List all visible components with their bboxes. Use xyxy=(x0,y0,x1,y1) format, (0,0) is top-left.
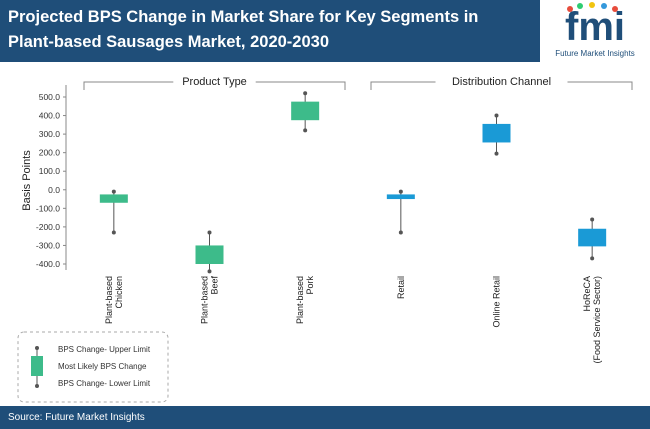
legend-upper-dot xyxy=(35,346,39,350)
x-tick-label-line: Plant-based xyxy=(295,276,305,324)
lower-limit-dot xyxy=(494,151,499,156)
group-label-bg xyxy=(173,74,256,88)
lower-limit-dot xyxy=(207,269,212,274)
x-tick-label: Retail xyxy=(396,276,406,299)
most-likely-box xyxy=(195,245,224,264)
logo-dot-blue xyxy=(601,3,607,9)
lower-limit-dot xyxy=(398,230,403,235)
lower-limit-dot xyxy=(111,230,116,235)
x-tick-label-line: Chicken xyxy=(114,276,124,309)
chart-header: Projected BPS Change in Market Share for… xyxy=(0,0,650,62)
most-likely-box xyxy=(578,228,607,247)
most-likely-box xyxy=(482,123,511,143)
x-tick-label: Plant-based Beef xyxy=(200,276,220,325)
box-item xyxy=(291,91,320,133)
box-item xyxy=(99,189,128,235)
y-tick-label: 200.0 xyxy=(39,148,61,158)
box-item xyxy=(195,230,224,274)
group-label: Product Type xyxy=(182,76,247,88)
x-tick-label-line: Beef xyxy=(210,276,220,295)
logo-tagline: Future Market Insights xyxy=(555,49,635,58)
legend-mid-label: Most Likely BPS Change xyxy=(58,362,147,371)
y-tick-label: 300.0 xyxy=(39,129,61,139)
group-label-bg xyxy=(435,74,568,88)
legend-lower-dot xyxy=(35,384,39,388)
fmi-logo: fmi Future Market Insights xyxy=(540,0,650,62)
legend: BPS Change- Upper Limit Most Likely BPS … xyxy=(17,331,169,403)
logo-dot-green xyxy=(577,3,583,9)
legend-border xyxy=(17,331,169,403)
most-likely-box xyxy=(291,101,320,121)
title-line-1: Projected BPS Change in Market Share for… xyxy=(8,8,479,26)
chart-title: Projected BPS Change in Market Share for… xyxy=(8,5,528,55)
chart-footer: Source: Future Market Insights xyxy=(0,406,650,429)
x-tick-label: Online Retail xyxy=(492,276,502,328)
fmi-logo-graphic: fmi Future Market Insights xyxy=(555,2,635,58)
upper-limit-dot xyxy=(494,113,499,118)
x-tick-label-line: Plant-based xyxy=(104,276,114,324)
upper-limit-dot xyxy=(207,230,212,235)
y-tick-label: 0.0 xyxy=(48,185,60,195)
logo-dot-red-2 xyxy=(612,6,618,12)
x-tick-label: HoReCA (Food Service Sector) xyxy=(582,276,602,364)
source-note: Source: Future Market Insights xyxy=(8,412,145,423)
y-tick-label: 500.0 xyxy=(39,92,61,102)
logo-wordmark: fmi xyxy=(565,5,625,49)
x-tick-label-line: Retail xyxy=(396,276,406,299)
box-item xyxy=(386,189,415,235)
y-tick-label: -300.0 xyxy=(36,240,60,250)
upper-limit-dot xyxy=(398,189,403,194)
logo-dot-yellow xyxy=(589,2,595,8)
box-item xyxy=(578,217,607,261)
most-likely-box xyxy=(99,194,128,203)
x-tick-label: Plant-based Pork xyxy=(295,276,315,325)
logo-dot-red xyxy=(567,6,573,12)
y-tick-label: -400.0 xyxy=(36,259,60,269)
legend-upper-label: BPS Change- Upper Limit xyxy=(58,345,151,354)
legend-box xyxy=(31,356,43,376)
x-tick-label-line: (Food Service Sector) xyxy=(592,276,602,364)
y-axis: 500.0 400.0 300.0 200.0 100.0 0.0 -100.0 -200.0… xyxy=(21,85,67,270)
group-label: Distribution Channel xyxy=(452,76,551,88)
box-plot-chart: Product Type Distribution Channel 500.0 40… xyxy=(17,74,633,403)
x-tick-label-line: Plant-based xyxy=(200,276,210,324)
upper-limit-dot xyxy=(303,91,308,96)
lower-limit-dot xyxy=(590,256,595,261)
legend-lower-label: BPS Change- Lower Limit xyxy=(58,379,151,388)
y-tick-label: 100.0 xyxy=(39,166,61,176)
lower-limit-dot xyxy=(303,128,308,133)
y-tick-label: 400.0 xyxy=(39,111,61,121)
group-brackets: Product Type Distribution Channel xyxy=(83,74,633,90)
x-tick-label-line: Pork xyxy=(305,276,315,295)
upper-limit-dot xyxy=(111,189,116,194)
upper-limit-dot xyxy=(590,217,595,222)
box-item xyxy=(482,113,511,156)
x-tick-label-line: HoReCA xyxy=(582,276,592,312)
x-tick-label: Plant-based Chicken xyxy=(104,276,124,324)
title-line-2: Plant-based Sausages Market, 2020-2030 xyxy=(8,33,330,51)
x-tick-label-line: Online Retail xyxy=(492,276,502,328)
x-axis-labels: Plant-based Chicken Plant-based Beef Plant-b… xyxy=(104,276,602,364)
y-tick-label: -200.0 xyxy=(36,222,60,232)
y-axis-title: Basis Points xyxy=(21,150,33,211)
y-tick-label: -100.0 xyxy=(36,203,60,213)
most-likely-box xyxy=(386,194,415,200)
box-series xyxy=(99,91,607,274)
